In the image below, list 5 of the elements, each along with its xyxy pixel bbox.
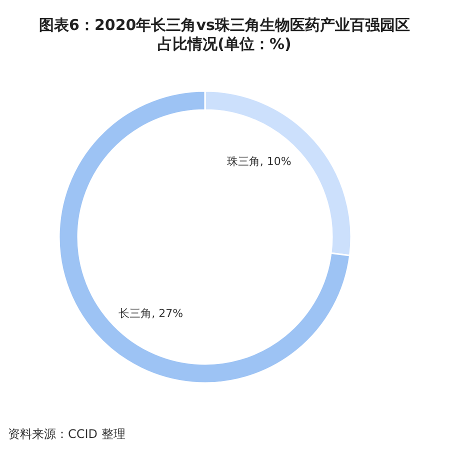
slice-label: 长三角, 27% [118, 306, 184, 320]
donut-slice [58, 90, 351, 384]
slice-label: 珠三角, 10% [226, 155, 292, 168]
text: 资料来源：CCID 整理 [8, 427, 126, 441]
chart-title: 图表6：2020年长三角vs珠三角生物医药产业百强园区占比情况(单位：%) [39, 16, 410, 53]
